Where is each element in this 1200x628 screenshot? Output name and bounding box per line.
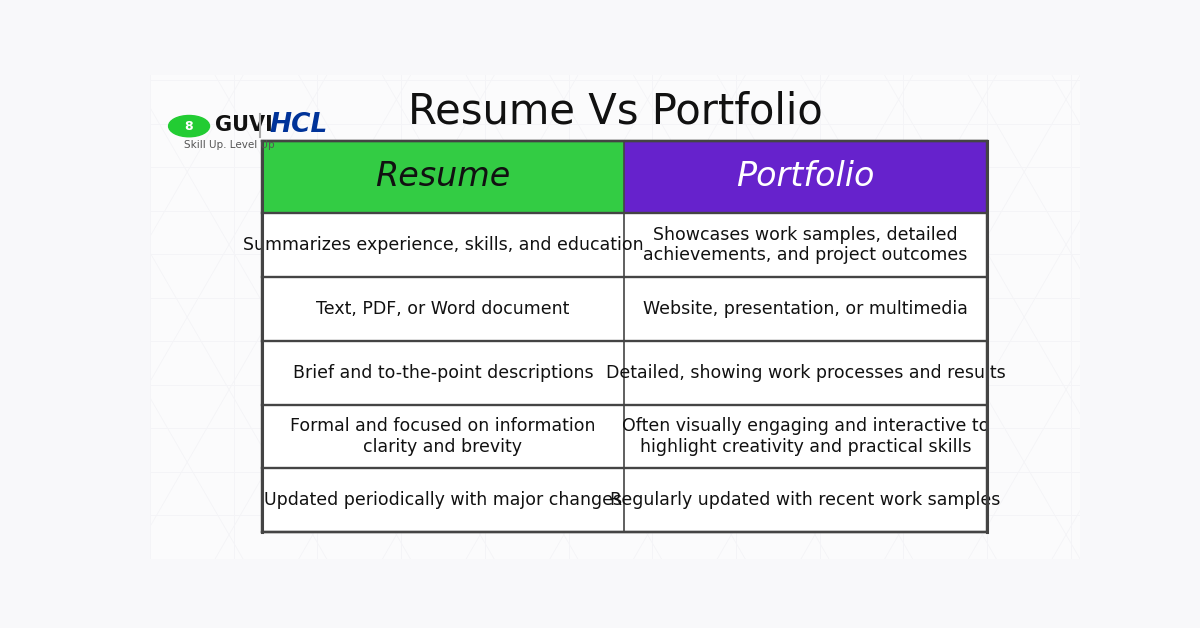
Bar <box>262 404 986 468</box>
Bar <box>262 277 986 341</box>
Text: 8: 8 <box>185 119 193 133</box>
Text: Summarizes experience, skills, and education: Summarizes experience, skills, and educa… <box>242 236 643 254</box>
Bar <box>262 141 624 213</box>
Text: Formal and focused on information
clarity and brevity: Formal and focused on information clarit… <box>290 417 595 456</box>
Text: Detailed, showing work processes and results: Detailed, showing work processes and res… <box>606 364 1006 382</box>
Circle shape <box>168 116 210 137</box>
Bar <box>262 141 986 533</box>
Text: Text, PDF, or Word document: Text, PDF, or Word document <box>317 300 570 318</box>
Bar <box>262 341 986 404</box>
Text: Resume: Resume <box>376 160 510 193</box>
Text: Skill Up. Level Up: Skill Up. Level Up <box>185 139 275 149</box>
Bar <box>262 213 986 277</box>
Text: Resume Vs Portfolio: Resume Vs Portfolio <box>408 90 822 133</box>
Text: Showcases work samples, detailed
achievements, and project outcomes: Showcases work samples, detailed achieve… <box>643 225 968 264</box>
Bar <box>262 468 986 533</box>
Text: HCL: HCL <box>269 112 328 138</box>
Text: Often visually engaging and interactive to
highlight creativity and practical sk: Often visually engaging and interactive … <box>622 417 989 456</box>
Bar <box>262 141 986 533</box>
Text: Updated periodically with major changes: Updated periodically with major changes <box>264 491 622 509</box>
Text: Brief and to-the-point descriptions: Brief and to-the-point descriptions <box>293 364 593 382</box>
Text: Website, presentation, or multimedia: Website, presentation, or multimedia <box>643 300 968 318</box>
Text: GUVI: GUVI <box>215 115 272 134</box>
Bar <box>624 141 986 213</box>
Text: Portfolio: Portfolio <box>737 160 875 193</box>
Text: Regularly updated with recent work samples: Regularly updated with recent work sampl… <box>611 491 1001 509</box>
